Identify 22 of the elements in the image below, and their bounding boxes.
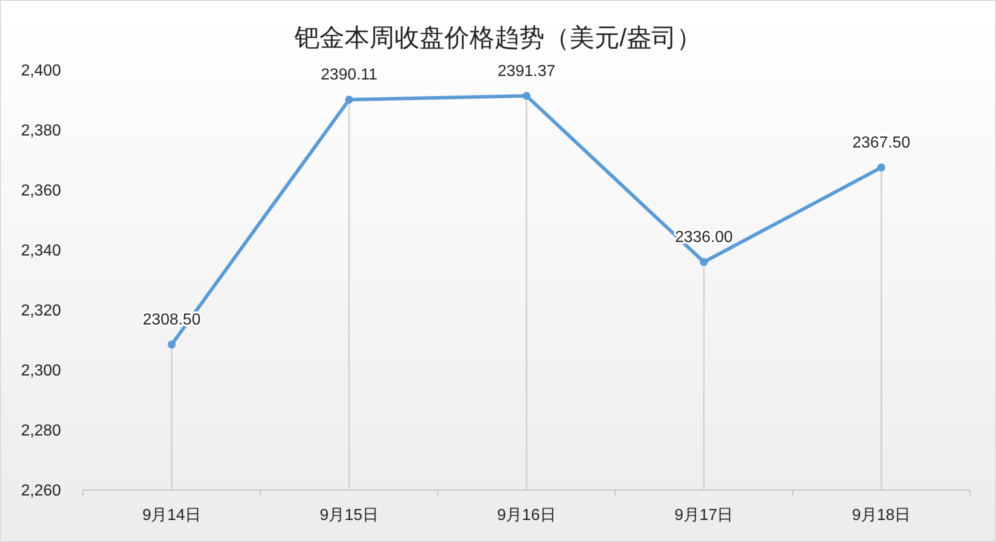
x-tick-label: 9月14日	[142, 507, 202, 524]
y-tick-label: 2,400	[20, 62, 62, 80]
data-label: 2367.50	[852, 134, 910, 152]
chart-title: 钯金本周收盘价格趋势（美元/盎司）	[294, 24, 702, 52]
y-tick-label: 2,360	[20, 182, 62, 200]
data-label: 2390.11	[320, 66, 378, 84]
y-tick-label: 2,340	[20, 242, 62, 260]
y-tick-label: 2,300	[20, 362, 62, 380]
y-tick-label: 2,380	[20, 122, 62, 140]
x-tick-label: 9月17日	[674, 507, 734, 524]
point	[345, 96, 354, 104]
x-tick-label: 9月15日	[320, 507, 378, 524]
point	[522, 92, 530, 100]
y-tick-label: 2,280	[20, 422, 62, 440]
y-tick-label: 2,260	[20, 482, 62, 500]
data-label: 2391.37	[498, 62, 556, 80]
x-tick-label: 9月18日	[852, 507, 911, 524]
x-tick-label: 9月16日	[497, 507, 556, 524]
point	[877, 164, 886, 172]
point	[168, 340, 176, 348]
y-tick-label: 2,320	[20, 302, 62, 320]
point	[700, 258, 708, 266]
